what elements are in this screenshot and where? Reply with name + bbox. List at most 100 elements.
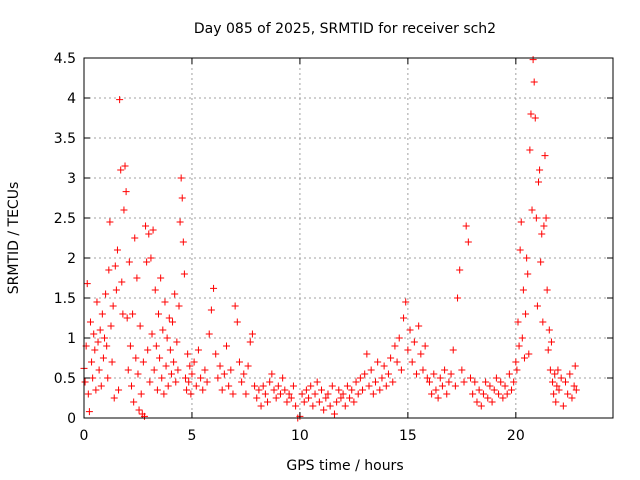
data-point xyxy=(216,362,224,370)
data-point xyxy=(85,408,93,416)
data-point xyxy=(518,334,526,342)
data-point xyxy=(164,382,172,390)
data-point xyxy=(261,390,269,398)
data-point xyxy=(315,398,323,406)
data-point xyxy=(510,378,518,386)
data-point xyxy=(532,214,540,222)
chart-title: Day 085 of 2025, SRMTID for receiver sch… xyxy=(194,21,496,37)
data-point xyxy=(110,394,118,402)
data-point xyxy=(354,390,362,398)
data-point xyxy=(479,390,487,398)
data-point xyxy=(380,362,388,370)
y-tick-label: 4 xyxy=(67,91,76,107)
data-point xyxy=(129,310,137,318)
data-point xyxy=(488,398,496,406)
y-tick-label: 3.5 xyxy=(54,131,76,147)
data-point xyxy=(445,378,453,386)
data-point xyxy=(160,390,168,398)
data-point xyxy=(124,366,132,374)
data-point xyxy=(539,318,547,326)
data-point xyxy=(120,206,128,214)
data-point xyxy=(333,398,341,406)
data-point xyxy=(251,382,259,390)
data-point xyxy=(443,390,451,398)
data-point xyxy=(276,390,284,398)
data-point xyxy=(527,110,535,118)
data-point xyxy=(154,310,162,318)
data-point xyxy=(118,278,126,286)
data-point xyxy=(177,174,185,182)
data-point xyxy=(212,350,220,358)
data-point xyxy=(519,286,527,294)
data-point xyxy=(374,358,382,366)
data-point xyxy=(186,362,194,370)
data-point xyxy=(363,350,371,358)
data-point xyxy=(533,302,541,310)
data-point xyxy=(552,398,560,406)
data-point xyxy=(369,390,377,398)
data-point xyxy=(546,366,554,374)
data-point xyxy=(328,382,336,390)
data-point xyxy=(469,390,477,398)
data-point xyxy=(188,370,196,378)
data-point xyxy=(246,338,254,346)
data-point xyxy=(460,378,468,386)
data-point xyxy=(544,346,552,354)
data-point xyxy=(117,166,125,174)
data-point xyxy=(214,374,222,382)
data-point xyxy=(517,218,525,226)
data-point xyxy=(242,390,250,398)
data-point xyxy=(233,318,241,326)
y-tick-label: 0.5 xyxy=(54,371,76,387)
data-point xyxy=(413,370,421,378)
data-point xyxy=(163,334,171,342)
data-point xyxy=(125,258,133,266)
data-point xyxy=(430,370,438,378)
data-point xyxy=(190,358,198,366)
data-point xyxy=(105,266,113,274)
data-point xyxy=(136,322,144,330)
data-point xyxy=(94,338,102,346)
data-point xyxy=(135,406,143,414)
data-point xyxy=(173,338,181,346)
x-tick-label: 20 xyxy=(507,428,525,444)
data-point xyxy=(473,398,481,406)
data-point xyxy=(272,394,280,402)
data-point xyxy=(466,374,474,382)
data-point xyxy=(98,310,106,318)
data-point xyxy=(149,226,157,234)
data-point xyxy=(142,222,150,230)
data-point xyxy=(432,386,440,394)
data-point xyxy=(530,78,538,86)
x-tick-label: 0 xyxy=(80,428,89,444)
data-point xyxy=(572,386,580,394)
data-point xyxy=(486,382,494,390)
data-point xyxy=(541,152,549,160)
data-point xyxy=(512,358,520,366)
data-point xyxy=(235,358,243,366)
data-point xyxy=(279,374,287,382)
data-point xyxy=(524,270,532,278)
data-point xyxy=(229,390,237,398)
data-point xyxy=(537,258,545,266)
data-point xyxy=(318,386,326,394)
data-point xyxy=(454,294,462,302)
data-point xyxy=(495,390,503,398)
data-point xyxy=(313,378,321,386)
data-point xyxy=(123,314,131,322)
data-point xyxy=(540,222,548,230)
data-point xyxy=(322,394,330,402)
data-point xyxy=(554,366,562,374)
data-point xyxy=(84,390,92,398)
data-point xyxy=(302,386,310,394)
y-tick-label: 1 xyxy=(67,331,76,347)
data-point xyxy=(330,410,338,418)
data-point xyxy=(109,302,117,310)
data-point xyxy=(153,386,161,394)
data-point xyxy=(180,270,188,278)
data-point xyxy=(93,298,101,306)
data-point xyxy=(165,314,173,322)
x-tick-label: 10 xyxy=(291,428,309,444)
data-point xyxy=(436,374,444,382)
data-point xyxy=(387,354,395,362)
